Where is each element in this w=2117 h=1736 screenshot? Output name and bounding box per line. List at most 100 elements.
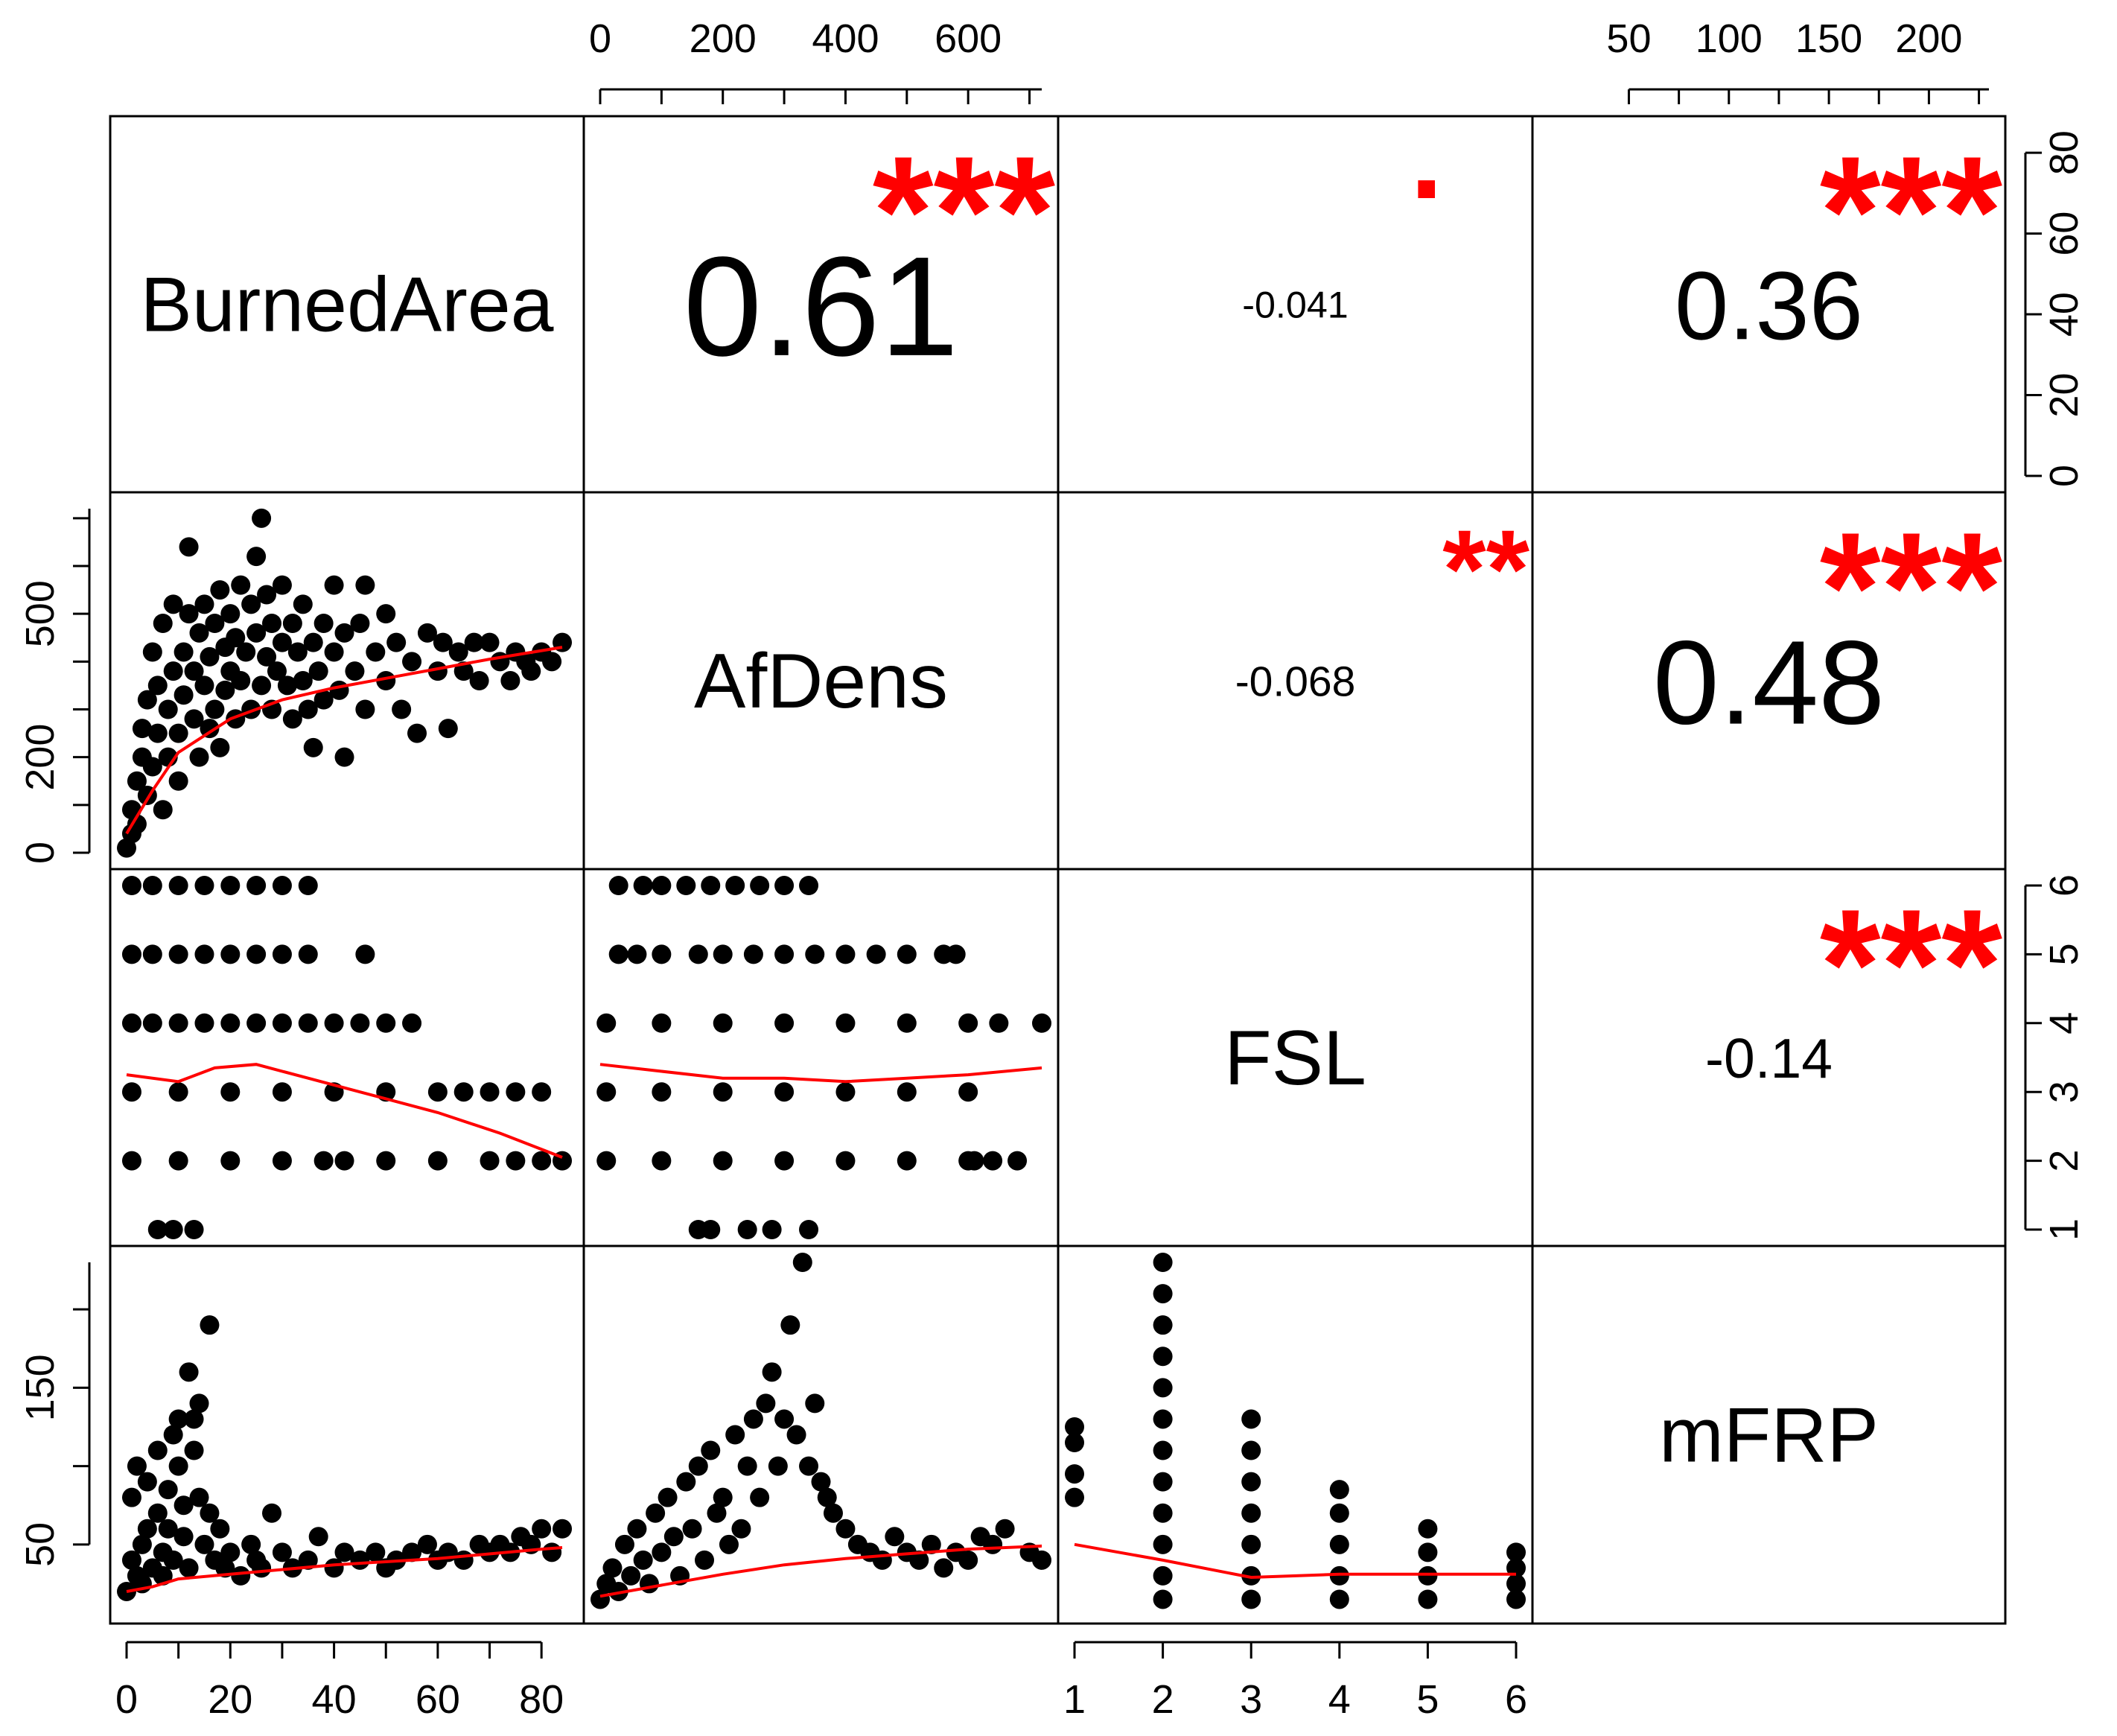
point-BurnedArea-AfDens-20: [168, 723, 188, 743]
point-BurnedArea-AfDens-12: [147, 675, 168, 696]
point-BurnedArea-FSL-47: [427, 1151, 448, 1171]
point-BurnedArea-AfDens-25: [184, 709, 204, 729]
point-BurnedArea-mFRP-1: [121, 1550, 141, 1570]
diagonal-label-BurnedArea: BurnedArea: [140, 262, 553, 349]
point-AfDens-mFRP-20: [713, 1487, 733, 1507]
point-BurnedArea-AfDens-34: [205, 614, 225, 633]
point-AfDens-mFRP-46: [921, 1534, 941, 1554]
point-FSL-mFRP-16: [1241, 1589, 1261, 1609]
corr-value-0-3: 0.36: [1675, 251, 1863, 360]
point-BurnedArea-AfDens-87: [417, 623, 437, 643]
point-BurnedArea-AfDens-62: [287, 642, 308, 662]
point-AfDens-mFRP-47: [934, 1558, 954, 1578]
point-BurnedArea-AfDens-26: [184, 661, 204, 681]
point-AfDens-mFRP-10: [652, 1542, 672, 1562]
point-BurnedArea-mFRP-43: [308, 1527, 328, 1547]
bottom-tick-label-fsl-4: 4: [1328, 1677, 1351, 1722]
point-AfDens-mFRP-51: [983, 1534, 1003, 1554]
fit-line-BurnedArea-AfDens: [125, 646, 563, 835]
point-AfDens-FSL-22: [596, 1013, 617, 1033]
point-AfDens-FSL-8: [799, 876, 819, 895]
point-AfDens-FSL-19: [897, 944, 917, 964]
point-BurnedArea-mFRP-4: [127, 1456, 147, 1476]
point-BurnedArea-FSL-6: [272, 876, 292, 895]
point-BurnedArea-mFRP-63: [553, 1519, 573, 1539]
point-AfDens-mFRP-5: [621, 1565, 641, 1586]
point-AfDens-mFRP-35: [805, 1393, 825, 1414]
point-AfDens-FSL-9: [608, 944, 628, 964]
point-BurnedArea-AfDens-89: [433, 632, 453, 652]
point-AfDens-FSL-42: [835, 1151, 856, 1171]
point-BurnedArea-FSL-5: [246, 876, 267, 895]
point-AfDens-FSL-38: [596, 1151, 617, 1171]
point-AfDens-FSL-7: [774, 876, 795, 895]
point-AfDens-mFRP-54: [1032, 1550, 1051, 1570]
point-AfDens-FSL-6: [750, 876, 770, 895]
point-BurnedArea-AfDens-14: [153, 614, 173, 633]
top-tick-label-mfrp-50: 50: [1606, 16, 1651, 61]
point-AfDens-FSL-24: [713, 1013, 733, 1033]
point-BurnedArea-AfDens-59: [277, 675, 297, 696]
point-AfDens-mFRP-9: [646, 1503, 666, 1523]
point-BurnedArea-mFRP-17: [163, 1550, 183, 1570]
point-AfDens-mFRP-15: [682, 1519, 702, 1539]
point-BurnedArea-AfDens-17: [163, 661, 183, 681]
corr-value-1-2: -0.068: [1235, 658, 1356, 706]
point-BurnedArea-AfDens-55: [262, 614, 282, 633]
point-BurnedArea-AfDens-94: [469, 671, 489, 690]
bottom-tick-label-burned-20: 20: [208, 1677, 252, 1722]
point-BurnedArea-AfDens-18: [163, 594, 183, 614]
left-tick-label-afdens-0: 0: [18, 842, 63, 864]
corr-stars-0-2: .: [1410, 90, 1443, 223]
point-BurnedArea-AfDens-10: [142, 642, 162, 662]
point-BurnedArea-FSL-50: [532, 1151, 552, 1171]
point-AfDens-mFRP-6: [627, 1519, 647, 1539]
corr-stars-0-1: ***: [873, 124, 1055, 299]
point-BurnedArea-AfDens-22: [174, 642, 194, 662]
point-FSL-mFRP-4: [1153, 1589, 1173, 1609]
point-BurnedArea-FSL-0: [121, 876, 141, 895]
point-BurnedArea-AfDens-95: [480, 632, 500, 652]
point-FSL-mFRP-26: [1329, 1503, 1349, 1523]
point-AfDens-mFRP-37: [817, 1487, 837, 1507]
point-BurnedArea-mFRP-38: [252, 1558, 272, 1578]
point-FSL-mFRP-18: [1241, 1534, 1261, 1554]
bottom-tick-label-fsl-2: 2: [1152, 1677, 1174, 1722]
point-AfDens-mFRP-30: [774, 1409, 795, 1429]
point-AfDens-FSL-30: [1032, 1013, 1051, 1033]
point-BurnedArea-FSL-38: [506, 1082, 526, 1102]
point-BurnedArea-mFRP-39: [262, 1503, 282, 1523]
point-AfDens-mFRP-8: [639, 1574, 659, 1594]
point-BurnedArea-AfDens-79: [355, 699, 375, 719]
top-tick-label-afdens-200: 200: [690, 16, 757, 61]
point-BurnedArea-AfDens-83: [386, 632, 407, 652]
point-BurnedArea-mFRP-32: [210, 1519, 230, 1539]
point-BurnedArea-AfDens-28: [189, 747, 209, 767]
point-FSL-mFRP-10: [1153, 1409, 1173, 1429]
point-AfDens-FSL-50: [737, 1220, 757, 1239]
top-tick-label-mfrp-200: 200: [1895, 16, 1962, 61]
point-BurnedArea-AfDens-70: [313, 690, 334, 710]
point-BurnedArea-mFRP-5: [132, 1534, 152, 1554]
point-BurnedArea-FSL-35: [427, 1082, 448, 1102]
point-BurnedArea-mFRP-34: [220, 1542, 241, 1562]
point-BurnedArea-FSL-26: [350, 1013, 370, 1033]
point-BurnedArea-AfDens-72: [324, 575, 344, 595]
point-AfDens-FSL-27: [897, 1013, 917, 1033]
point-AfDens-mFRP-22: [725, 1425, 745, 1445]
point-AfDens-FSL-40: [713, 1151, 733, 1171]
point-FSL-mFRP-22: [1241, 1409, 1261, 1429]
point-AfDens-mFRP-17: [695, 1550, 715, 1570]
point-BurnedArea-mFRP-61: [532, 1519, 552, 1539]
point-BurnedArea-FSL-30: [168, 1082, 188, 1102]
bottom-tick-label-burned-40: 40: [312, 1677, 357, 1722]
point-BurnedArea-AfDens-88: [427, 661, 448, 681]
point-AfDens-mFRP-27: [756, 1393, 776, 1414]
point-BurnedArea-AfDens-63: [293, 671, 313, 690]
point-BurnedArea-FSL-13: [246, 944, 267, 964]
point-BurnedArea-AfDens-68: [308, 661, 328, 681]
point-BurnedArea-AfDens-67: [303, 737, 323, 757]
fit-line-BurnedArea-FSL: [126, 1063, 563, 1159]
point-BurnedArea-AfDens-66: [303, 632, 323, 652]
point-BurnedArea-FSL-28: [402, 1013, 422, 1033]
